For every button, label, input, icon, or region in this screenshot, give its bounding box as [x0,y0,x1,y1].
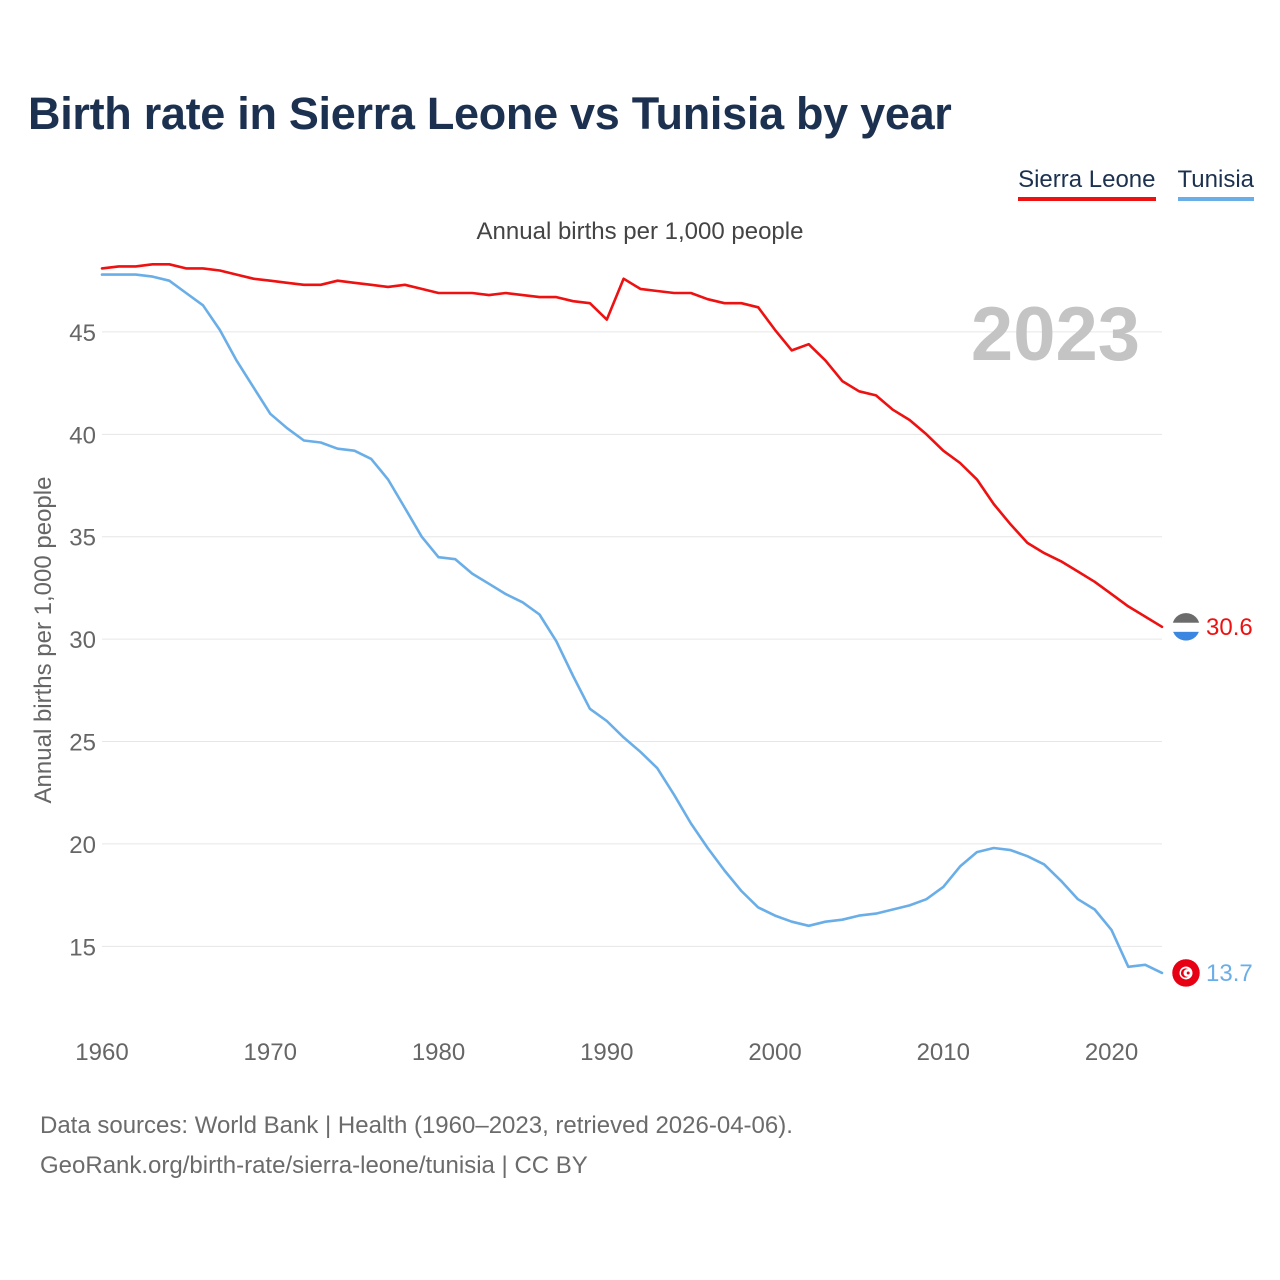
legend-item-sierra-leone[interactable]: Sierra Leone [1018,166,1156,201]
source-line: Data sources: World Bank | Health (1960–… [40,1112,793,1139]
flag-stripe [1172,631,1200,641]
x-tick-label: 1980 [412,1039,465,1066]
x-tick-label: 1960 [75,1039,128,1066]
source-url-line[interactable]: GeoRank.org/birth-rate/sierra-leone/tuni… [40,1152,588,1179]
y-axis-label: Annual births per 1,000 people [30,477,57,804]
source-notes: Data sources: World Bank | Health (1960–… [40,1106,793,1186]
x-tick-label: 2020 [1085,1039,1138,1066]
y-tick-label: 30 [69,627,96,654]
y-tick-label: 15 [69,934,96,961]
series-line-sierra-leone [100,262,1164,629]
line-chart: 15 20 25 30 35 40 45 1960 1970 1980 1990 2000 2010 20… [30,262,1253,1066]
flag-border [1171,612,1201,642]
end-label-tunisia: 13.7 [1206,960,1253,987]
year-watermark: 2023 [971,292,1140,377]
legend-item-tunisia[interactable]: Tunisia [1177,166,1254,201]
end-label-sierra-leone: 30.6 [1206,614,1253,641]
series-line-tunisia [100,273,1164,975]
y-tick-label: 25 [69,730,96,757]
y-tick-label: 45 [69,320,96,347]
chart-title: Birth rate in Sierra Leone vs Tunisia by… [28,88,952,139]
legend: Sierra Leone Tunisia [1018,166,1254,201]
flag-stripe [1172,622,1200,632]
flag-border [1171,958,1201,988]
chart-subtitle: Annual births per 1,000 people [476,218,804,245]
flag-sierra-leone-icon [1172,612,1200,623]
y-tick-label: 40 [69,422,96,449]
y-tick-label: 20 [69,832,96,859]
x-tick-label: 1970 [244,1039,297,1066]
x-tick-label: 2000 [748,1039,801,1066]
flag-star [1186,971,1190,975]
x-tick-label: 2010 [917,1039,970,1066]
y-tick-label: 35 [69,525,96,552]
x-tick-label: 1990 [580,1039,633,1066]
